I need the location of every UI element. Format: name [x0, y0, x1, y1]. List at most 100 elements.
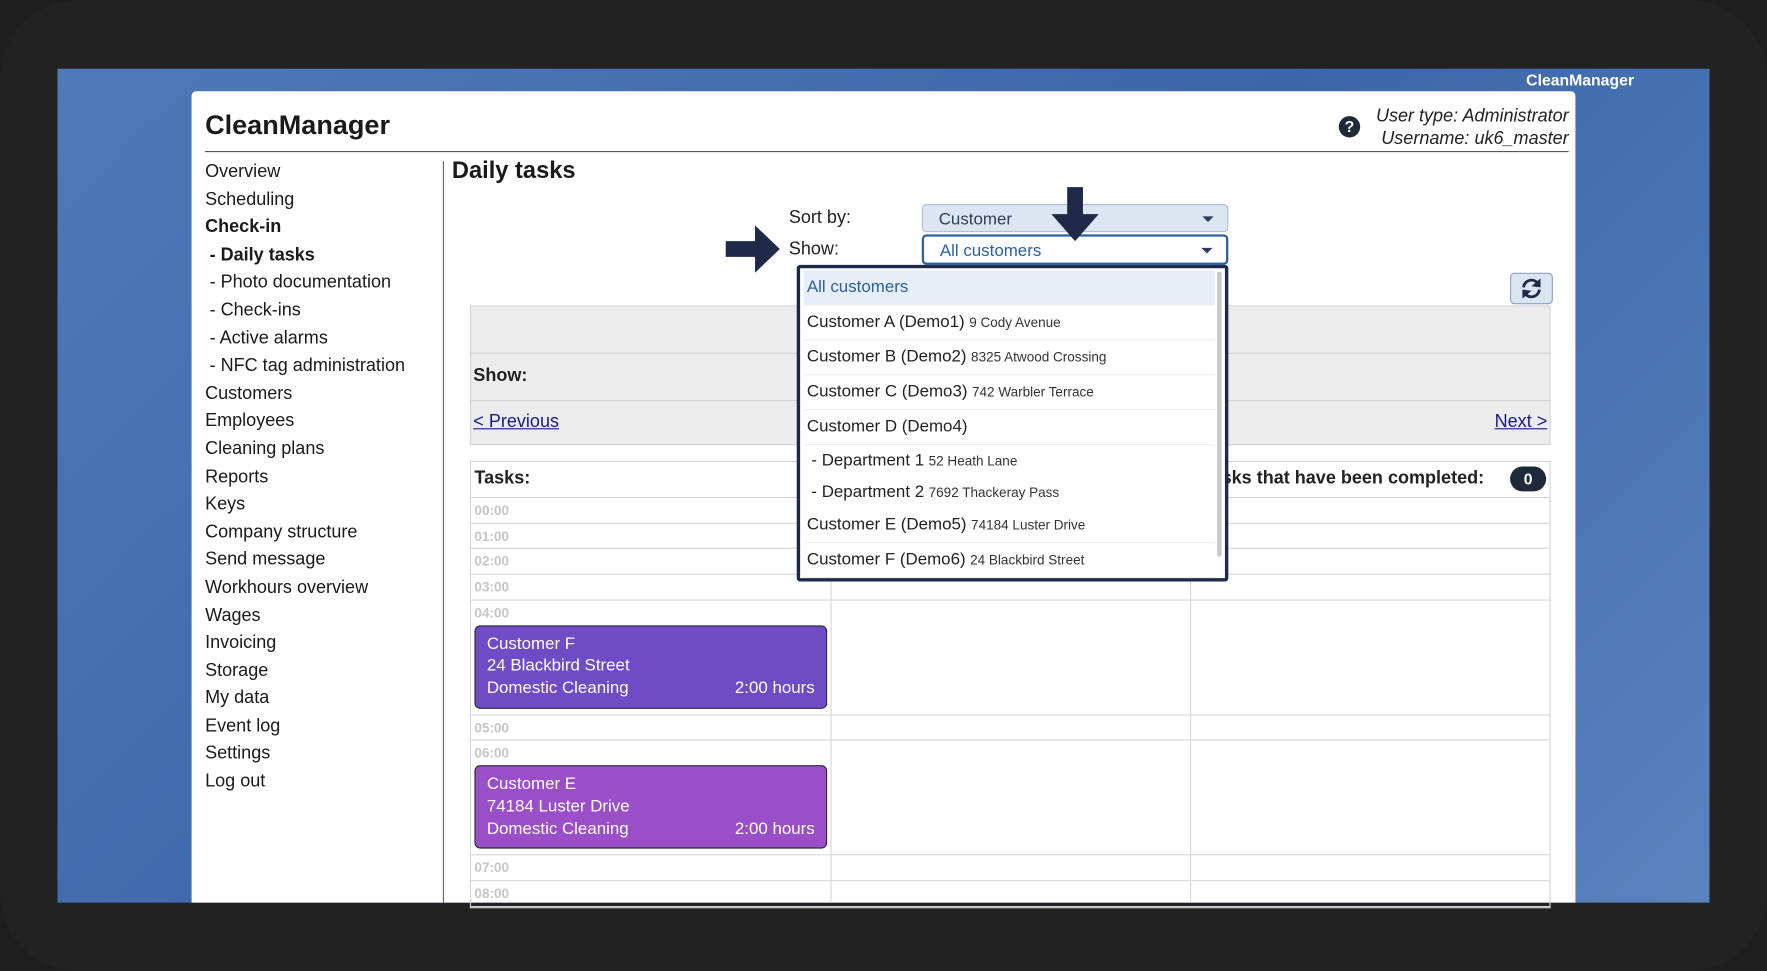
task-address: 24 Blackbird Street: [486, 656, 630, 676]
sort-label: Sort by:: [788, 208, 851, 228]
tasks-label: Tasks:: [474, 468, 531, 488]
nav-item[interactable]: Log out: [205, 772, 266, 792]
customer-dropdown: All customers Customer A (Demo1) 9 Cody Av…: [796, 264, 1229, 582]
option-address: 8325 Atwood Crossing: [971, 349, 1107, 366]
task-duration: 2:00 hours: [734, 819, 815, 839]
task-card[interactable]: Customer E 74184 Luster Drive Domestic Cle…: [474, 765, 828, 850]
nav-item[interactable]: Check-in: [205, 217, 282, 237]
time-slot: 07:00: [471, 856, 1550, 882]
option-label: Customer E (Demo5): [806, 514, 967, 535]
dropdown-option[interactable]: Customer B (Demo2) 8325 Atwood Crossing: [803, 340, 1215, 376]
nav-item[interactable]: Invoicing: [205, 633, 277, 653]
dropdown-option[interactable]: - Department 1 52 Heath Lane: [803, 445, 1214, 477]
column-divider: [1190, 495, 1192, 903]
arrow-right: [725, 225, 780, 273]
completed-count: 0: [1510, 466, 1547, 492]
user-type: User type: Administrator: [1375, 107, 1569, 127]
divider: [442, 161, 445, 903]
nav-item[interactable]: Scheduling: [205, 189, 295, 210]
time-label: 08:00: [474, 885, 510, 902]
nav-item[interactable]: Overview: [205, 162, 281, 182]
nav-item[interactable]: Keys: [205, 494, 246, 515]
time-label: 00:00: [474, 502, 510, 519]
option-list: All customers Customer A (Demo1) 9 Cody Av…: [803, 270, 1215, 579]
nav-menu: Overview Scheduling Check-in - Daily tasks -…: [205, 160, 405, 797]
time-label: 06:00: [474, 745, 510, 762]
column-divider: [830, 495, 832, 903]
nav-item[interactable]: Storage: [205, 661, 269, 681]
option-label: Customer B (Demo2): [806, 347, 967, 367]
nav-item[interactable]: - Active alarms: [209, 328, 328, 348]
app-title: CleanManager: [205, 110, 390, 141]
window-title: CleanManager: [1526, 70, 1635, 90]
nav-item[interactable]: Cleaning plans: [205, 439, 325, 459]
time-slot: 08:00: [471, 881, 1550, 907]
nav-item[interactable]: Settings: [205, 744, 271, 764]
time-label: 01:00: [474, 528, 510, 544]
page-title: Daily tasks: [451, 157, 576, 184]
nav-item[interactable]: Employees: [205, 411, 295, 431]
show-label: Show:: [788, 240, 839, 260]
dropdown-option[interactable]: Customer C (Demo3) 742 Warbler Terrace: [803, 375, 1215, 411]
nav-item[interactable]: Reports: [205, 467, 269, 487]
task-duration: 2:00 hours: [734, 678, 815, 698]
dropdown-option[interactable]: Customer A (Demo1) 9 Cody Avenue: [803, 305, 1215, 341]
option-label: - Department 2: [811, 482, 925, 502]
option-address: 7692 Thackeray Pass: [928, 484, 1060, 501]
option-label: Customer F (Demo6): [806, 549, 966, 570]
nav-item[interactable]: Send message: [205, 550, 326, 570]
dropdown-option[interactable]: All customers: [803, 270, 1215, 306]
nav-item[interactable]: - Photo documentation: [209, 273, 392, 293]
help-icon[interactable]: ?: [1338, 116, 1361, 138]
time-slot: 05:00: [471, 715, 1550, 741]
show-label: Show:: [473, 366, 528, 386]
time-label: 03:00: [474, 579, 510, 596]
task-customer: Customer E: [486, 774, 577, 794]
dropdown-option[interactable]: Customer F (Demo6) 24 Blackbird Street: [803, 543, 1215, 579]
nav-item[interactable]: - Daily tasks: [209, 245, 315, 265]
dropdown-option[interactable]: - Department 2 7692 Thackeray Pass: [803, 477, 1214, 509]
task-customer: Customer F: [486, 634, 576, 654]
option-label: Customer A (Demo1): [806, 312, 965, 332]
nav-item[interactable]: Customers: [205, 383, 293, 404]
option-address: 74184 Luster Drive: [971, 517, 1086, 534]
completed-label: Tasks that have been completed:: [1201, 468, 1485, 488]
task-address: 74184 Luster Drive: [486, 796, 630, 816]
scrollbar: [1217, 271, 1222, 557]
user-info: User type: Administrator Username: uk6_m…: [1376, 106, 1569, 151]
time-label: 04:00: [474, 604, 510, 621]
nav-item[interactable]: Wages: [205, 605, 261, 625]
time-slot: 03:00: [471, 575, 1550, 601]
time-slot: 06:00 Customer E 74184 Luster Drive Domesti…: [471, 741, 1550, 856]
task-card[interactable]: Customer F 24 Blackbird Street Domestic Cl…: [474, 625, 828, 709]
option-address: 742 Warbler Terrace: [971, 384, 1094, 401]
divider: [205, 151, 1569, 153]
nav-item[interactable]: - Check-ins: [209, 300, 301, 321]
option-address: 9 Cody Avenue: [969, 314, 1061, 331]
option-address: 24 Blackbird Street: [970, 552, 1085, 568]
nav-item[interactable]: Company structure: [205, 522, 358, 542]
option-label: All customers: [806, 277, 909, 297]
option-label: Customer D (Demo4): [806, 416, 968, 437]
previous-link[interactable]: < Previous: [473, 412, 560, 432]
dropdown-option[interactable]: Customer E (Demo5) 74184 Luster Drive: [803, 508, 1215, 544]
refresh-button[interactable]: [1510, 272, 1553, 305]
option-address: 52 Heath Lane: [928, 453, 1018, 469]
next-link[interactable]: Next >: [1494, 412, 1548, 432]
time-label: 07:00: [474, 860, 510, 877]
option-label: - Department 1: [811, 450, 925, 470]
username: Username: uk6_master: [1381, 129, 1569, 149]
time-label: 05:00: [474, 719, 510, 736]
nav-item[interactable]: My data: [205, 688, 270, 709]
refresh-icon: [1522, 278, 1541, 299]
time-label: 02:00: [474, 553, 510, 570]
nav-item[interactable]: Event log: [205, 716, 281, 736]
dropdown-option[interactable]: Customer D (Demo4): [803, 410, 1215, 446]
nav-item[interactable]: Workhours overview: [205, 577, 369, 598]
nav-item[interactable]: - NFC tag administration: [209, 356, 406, 376]
task-service: Domestic Cleaning: [486, 678, 629, 698]
option-label: Customer C (Demo3): [806, 382, 968, 402]
task-service: Domestic Cleaning: [486, 818, 629, 838]
